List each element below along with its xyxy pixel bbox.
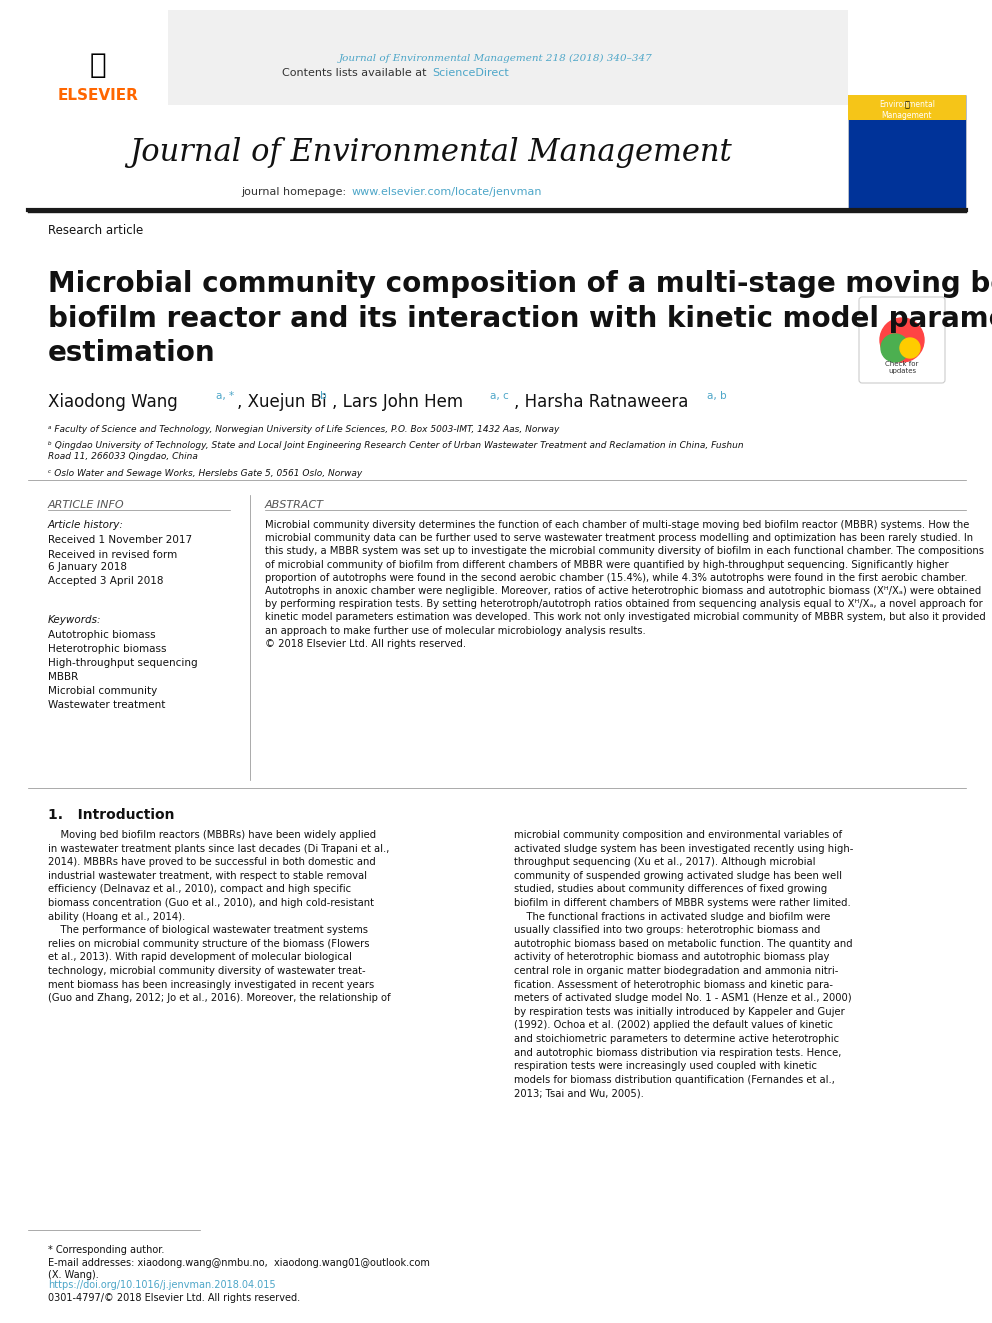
Text: Accepted 3 April 2018: Accepted 3 April 2018 <box>48 576 164 586</box>
Text: Received in revised form
6 January 2018: Received in revised form 6 January 2018 <box>48 550 178 573</box>
Text: Moving bed biofilm reactors (MBBRs) have been widely applied
in wastewater treat: Moving bed biofilm reactors (MBBRs) have… <box>48 830 391 1003</box>
Text: , Harsha Ratnaweera: , Harsha Ratnaweera <box>514 393 688 411</box>
Text: Autotrophic biomass: Autotrophic biomass <box>48 630 156 640</box>
FancyBboxPatch shape <box>859 296 945 382</box>
Text: www.elsevier.com/locate/jenvman: www.elsevier.com/locate/jenvman <box>352 187 543 197</box>
Text: ᵃ Faculty of Science and Technology, Norwegian University of Life Sciences, P.O.: ᵃ Faculty of Science and Technology, Nor… <box>48 425 559 434</box>
Text: Microbial community diversity determines the function of each chamber of multi-s: Microbial community diversity determines… <box>265 520 986 648</box>
Text: Microbial community composition of a multi-stage moving bed
biofilm reactor and : Microbial community composition of a mul… <box>48 270 992 368</box>
Text: journal homepage:: journal homepage: <box>241 187 350 197</box>
Text: b: b <box>320 392 326 401</box>
Text: 📗: 📗 <box>905 101 910 110</box>
Text: Received 1 November 2017: Received 1 November 2017 <box>48 534 192 545</box>
Text: Journal of Environmental Management: Journal of Environmental Management <box>129 136 731 168</box>
Text: Contents lists available at: Contents lists available at <box>282 67 430 78</box>
Text: ABSTRACT: ABSTRACT <box>265 500 324 509</box>
Text: ARTICLE INFO: ARTICLE INFO <box>48 500 125 509</box>
FancyBboxPatch shape <box>848 95 966 120</box>
Circle shape <box>900 337 920 359</box>
Text: a, *: a, * <box>216 392 234 401</box>
FancyBboxPatch shape <box>28 11 168 105</box>
Text: Journal of Environmental Management 218 (2018) 340–347: Journal of Environmental Management 218 … <box>339 53 653 62</box>
Text: 1.   Introduction: 1. Introduction <box>48 808 175 822</box>
FancyBboxPatch shape <box>848 95 966 210</box>
Text: https://doi.org/10.1016/j.jenvman.2018.04.015: https://doi.org/10.1016/j.jenvman.2018.0… <box>48 1279 276 1290</box>
Text: a, b: a, b <box>707 392 726 401</box>
Text: Keywords:: Keywords: <box>48 615 101 624</box>
Text: ScienceDirect: ScienceDirect <box>432 67 509 78</box>
FancyBboxPatch shape <box>28 11 848 105</box>
Text: MBBR: MBBR <box>48 672 78 681</box>
Text: microbial community composition and environmental variables of
activated sludge : microbial community composition and envi… <box>514 830 853 1098</box>
Text: * Corresponding author.: * Corresponding author. <box>48 1245 165 1256</box>
Text: Microbial community: Microbial community <box>48 687 158 696</box>
Text: High-throughput sequencing: High-throughput sequencing <box>48 658 197 668</box>
Text: Article history:: Article history: <box>48 520 124 531</box>
Text: Check for
updates: Check for updates <box>885 361 919 374</box>
Text: 🌳: 🌳 <box>89 52 106 79</box>
Text: Environmental
Management: Environmental Management <box>879 101 935 119</box>
Text: 0301-4797/© 2018 Elsevier Ltd. All rights reserved.: 0301-4797/© 2018 Elsevier Ltd. All right… <box>48 1293 301 1303</box>
Text: E-mail addresses: xiaodong.wang@nmbu.no,  xiaodong.wang01@outlook.com
(X. Wang).: E-mail addresses: xiaodong.wang@nmbu.no,… <box>48 1258 430 1281</box>
Circle shape <box>881 333 909 363</box>
Text: a, c: a, c <box>490 392 509 401</box>
Text: , Xuejun Bi: , Xuejun Bi <box>237 393 326 411</box>
Text: ᶜ Oslo Water and Sewage Works, Herslebs Gate 5, 0561 Oslo, Norway: ᶜ Oslo Water and Sewage Works, Herslebs … <box>48 468 362 478</box>
Text: Wastewater treatment: Wastewater treatment <box>48 700 166 710</box>
Circle shape <box>880 318 924 363</box>
Text: Research article: Research article <box>48 224 143 237</box>
Text: Xiaodong Wang: Xiaodong Wang <box>48 393 178 411</box>
Text: , Lars John Hem: , Lars John Hem <box>332 393 463 411</box>
Text: ᵇ Qingdao University of Technology, State and Local Joint Engineering Research C: ᵇ Qingdao University of Technology, Stat… <box>48 441 744 462</box>
Text: Heterotrophic biomass: Heterotrophic biomass <box>48 644 167 654</box>
Text: ELSEVIER: ELSEVIER <box>58 87 139 102</box>
